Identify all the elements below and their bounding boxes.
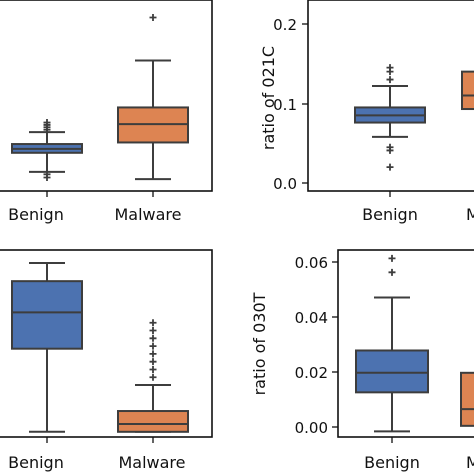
x-tick-label-benign: Benign	[362, 205, 418, 224]
outlier-benign	[386, 76, 394, 84]
x-tick-label-malware-partial: M	[466, 453, 474, 472]
y-tick-label-0.04: 0.04	[295, 309, 328, 327]
box-benign	[11, 280, 83, 350]
outlier-malware	[149, 319, 157, 327]
y-tick-label-0.2: 0.2	[273, 16, 297, 34]
outlier-malware	[149, 14, 157, 22]
outlier-benign	[386, 64, 394, 72]
x-tick-label-malware-partial: M	[466, 205, 474, 224]
box-malware	[461, 70, 474, 111]
panel-top-left: Benign Malware	[0, 0, 213, 224]
x-tick-label-malware: Malware	[118, 453, 185, 472]
outlier-malware	[149, 350, 157, 358]
y-axis-label: ratio of 030T	[250, 292, 269, 395]
panel-bottom-left: Benign Malware	[0, 249, 213, 472]
box-benign	[355, 349, 429, 394]
outlier-benign	[43, 119, 51, 127]
outlier-malware	[149, 342, 157, 350]
outlier-benign	[386, 143, 394, 151]
x-tick-label-malware: Malware	[114, 205, 181, 224]
plot-frame	[307, 0, 474, 192]
y-tick-label-0.02: 0.02	[295, 364, 328, 382]
outlier-malware	[149, 358, 157, 366]
outlier-benign	[43, 170, 51, 178]
x-tick-label-benign: Benign	[8, 453, 64, 472]
panel-bottom-right: 0.06 0.04 0.02 0.00 ratio of 030T Benign…	[250, 249, 474, 472]
plot-frame	[0, 249, 213, 438]
outlier-malware	[149, 327, 157, 335]
panel-top-right: 0.2 0.1 0.0 ratio of 021C Benign M	[259, 0, 474, 224]
x-tick-label-benign: Benign	[364, 453, 420, 472]
outlier-malware	[149, 334, 157, 342]
outlier-malware	[149, 365, 157, 373]
y-axis-label: ratio of 021C	[259, 46, 278, 150]
y-tick-label-0.1: 0.1	[273, 96, 297, 114]
outlier-malware	[149, 373, 157, 381]
y-tick-label-0.00: 0.00	[295, 419, 328, 437]
box-malware	[460, 371, 474, 427]
y-tick-label-0.0: 0.0	[273, 175, 297, 193]
box-malware	[117, 410, 189, 433]
plot-frame	[337, 249, 474, 438]
outlier-benign	[388, 254, 396, 262]
outlier-benign	[388, 268, 396, 276]
plot-frame	[0, 0, 213, 192]
outlier-benign	[386, 163, 394, 171]
y-tick-label-0.06: 0.06	[295, 254, 328, 272]
x-tick-label-benign: Benign	[8, 205, 64, 224]
